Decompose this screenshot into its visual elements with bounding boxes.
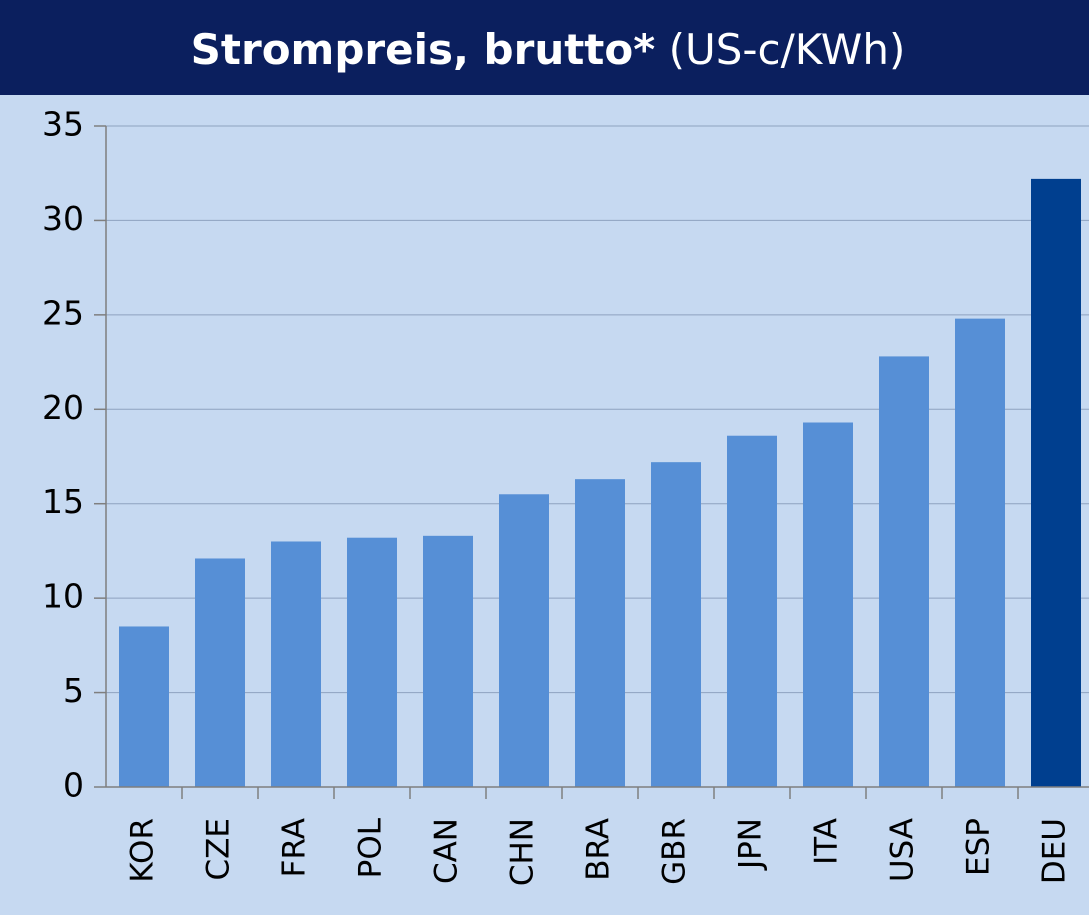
x-tick-label: FRA — [277, 818, 313, 877]
x-tick-label: BRA — [581, 818, 617, 881]
y-tick-label: 20 — [42, 388, 84, 427]
x-tick-label: CAN — [429, 818, 465, 884]
bar — [1031, 178, 1081, 787]
y-tick-label: 25 — [42, 293, 84, 332]
bar — [195, 558, 245, 787]
y-tick-label: 15 — [42, 482, 84, 521]
x-tick-label: GBR — [657, 818, 693, 885]
bar — [651, 462, 701, 787]
bar — [955, 318, 1005, 787]
x-tick-label: DEU — [1037, 818, 1073, 884]
y-tick-label: 35 — [42, 105, 84, 144]
bar — [271, 541, 321, 787]
bar — [803, 422, 853, 787]
chart-title: Strompreis, brutto* — [191, 25, 656, 74]
bar — [499, 494, 549, 787]
y-tick-label: 10 — [42, 577, 84, 616]
chart-title-group: Strompreis, brutto* (US-c/KWh) — [191, 25, 906, 74]
y-tick-label: 30 — [42, 199, 84, 238]
chart-unit: (US-c/KWh) — [669, 25, 906, 74]
bar — [575, 479, 625, 787]
x-tick-label: KOR — [125, 818, 161, 883]
x-tick-label: POL — [353, 817, 389, 878]
bar — [119, 626, 169, 787]
y-tick-label: 5 — [63, 671, 84, 710]
x-tick-label: ITA — [809, 818, 845, 865]
x-tick-label: ESP — [961, 818, 997, 876]
bar — [347, 537, 397, 787]
x-tick-label: CZE — [201, 818, 237, 880]
bar — [727, 435, 777, 787]
bar — [423, 535, 473, 787]
x-tick-label: JPN — [733, 818, 769, 871]
x-tick-label: USA — [885, 818, 921, 882]
header — [0, 0, 1089, 95]
x-tick-label: CHN — [505, 818, 541, 886]
y-tick-label: 0 — [63, 766, 84, 805]
bar — [879, 356, 929, 787]
